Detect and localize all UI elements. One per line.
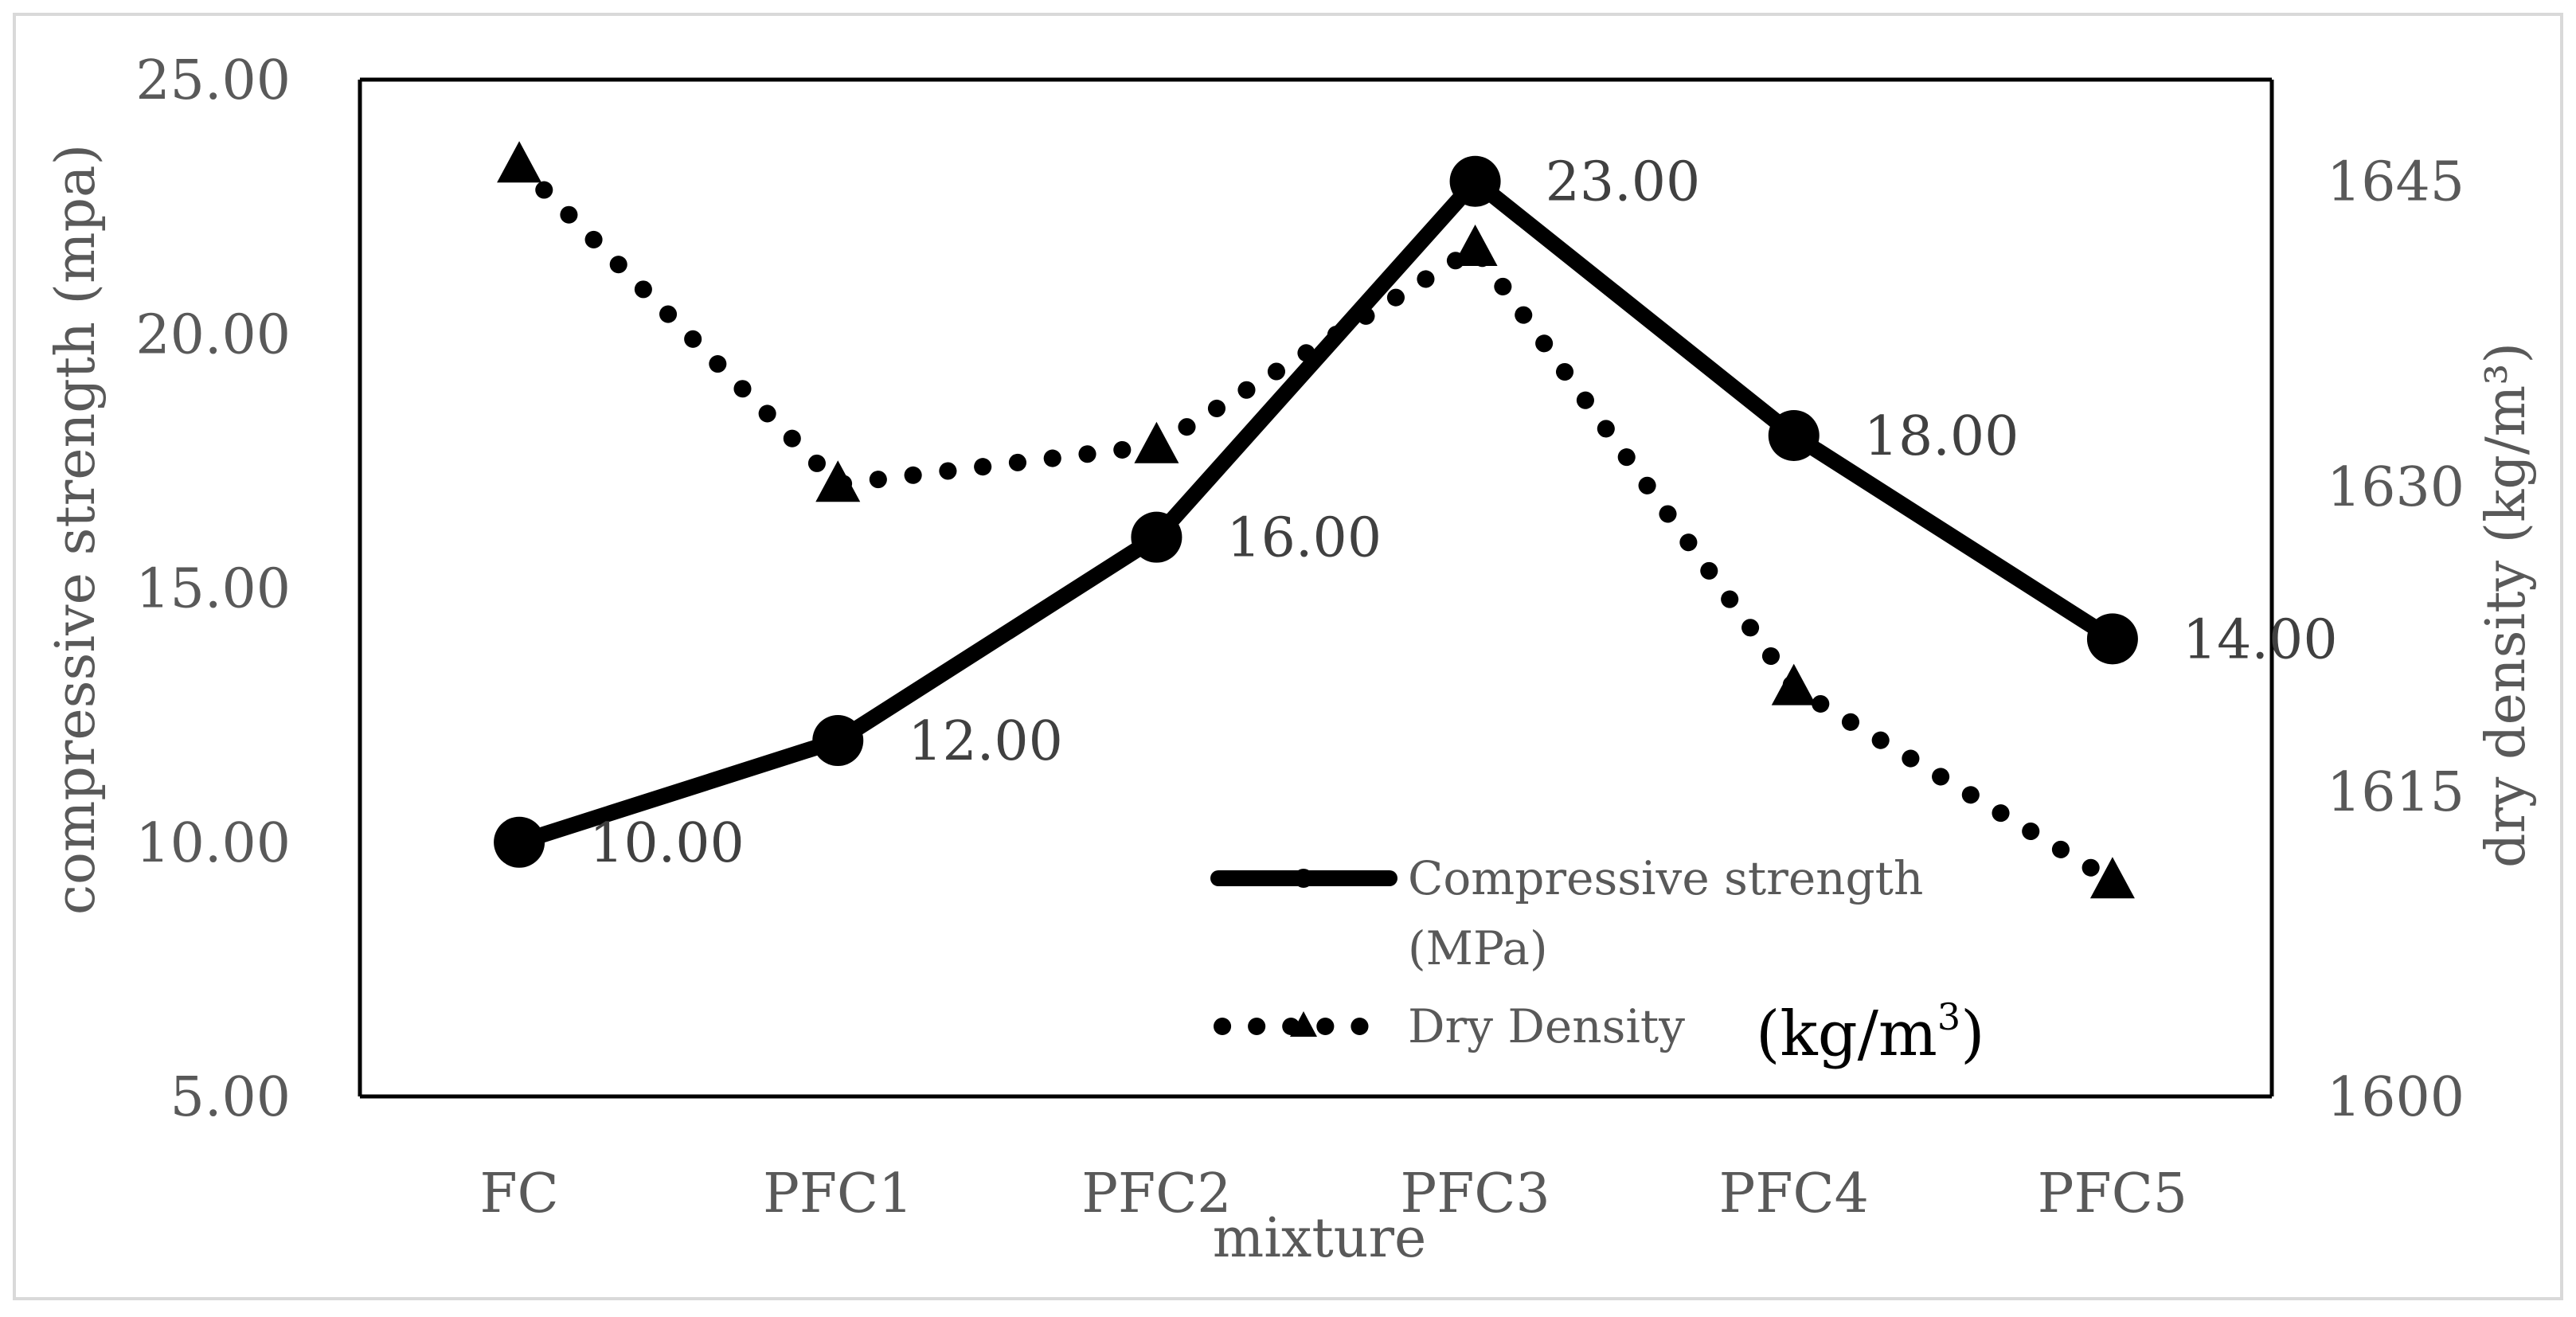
data-label-pfc2: 16.00 — [1226, 507, 1382, 570]
right-tick-label: 1645 — [2327, 151, 2465, 214]
left-tick-label: 20.00 — [135, 303, 291, 366]
dry-density-line — [510, 156, 2121, 890]
compressive-strength-point-pfc4 — [1768, 409, 1820, 461]
x-tick-label: PFC4 — [1719, 1163, 1869, 1225]
x-tick-label: PFC2 — [1081, 1163, 1231, 1225]
data-labels: 10.00 12.00 16.00 23.00 18.00 14.00 — [589, 151, 2338, 875]
x-tick-label: PFC1 — [763, 1163, 913, 1225]
density-unit-suffix: ) — [1960, 998, 1984, 1070]
compressive-strength-point-pfc1 — [812, 715, 864, 767]
legend-circle-marker — [1294, 869, 1313, 888]
chart-outer-frame — [13, 13, 2563, 1300]
left-tick-label: 25.00 — [135, 49, 291, 112]
legend-triangle-marker — [1290, 1011, 1317, 1037]
data-label-fc: 10.00 — [589, 812, 745, 875]
compressive-strength-point-fc — [494, 816, 545, 868]
compressive-strength-point-pfc5 — [2086, 613, 2138, 665]
left-axis-ticks: 5.00 10.00 15.00 20.00 25.00 — [135, 49, 291, 1129]
data-label-pfc5: 14.00 — [2183, 608, 2338, 671]
legend-label-compressive-strength-unit: (MPa) — [1408, 921, 1548, 975]
x-tick-label: PFC3 — [1400, 1163, 1550, 1225]
density-unit-note: (kg/m3) — [1756, 995, 1985, 1070]
left-tick-label: 10.00 — [135, 812, 291, 875]
y2-axis-title: dry density (kg/m³) — [2475, 342, 2538, 868]
legend-item-compressive-strength: Compressive strength (MPa) — [1210, 851, 1923, 975]
dry-density-point-pfc1 — [815, 460, 861, 502]
x-tick-label: PFC5 — [2038, 1163, 2187, 1225]
left-tick-label: 15.00 — [135, 558, 291, 621]
legend-item-dry-density: Dry Density — [1214, 999, 1685, 1053]
right-axis-ticks: 1600 1615 1630 1645 — [2327, 151, 2465, 1129]
dry-density-point-pfc5 — [2089, 857, 2135, 899]
data-label-pfc3: 23.00 — [1546, 151, 1701, 214]
dry-density-point-pfc3 — [1452, 224, 1498, 266]
series-dry-density — [497, 141, 2135, 899]
left-tick-label: 5.00 — [170, 1066, 291, 1129]
legend-label-dry-density: Dry Density — [1408, 999, 1685, 1053]
right-tick-label: 1630 — [2327, 456, 2465, 519]
dry-density-point-fc — [497, 141, 542, 183]
x-axis-ticks: FC PFC1 PFC2 PFC3 PFC4 PFC5 — [479, 1163, 2187, 1225]
dry-density-point-pfc2 — [1134, 421, 1179, 463]
compressive-strength-point-pfc2 — [1131, 511, 1182, 563]
series-compressive-strength — [494, 155, 2138, 868]
density-unit-superscript: 3 — [1937, 995, 1960, 1038]
right-tick-label: 1615 — [2327, 761, 2465, 824]
x-axis-title: mixture — [1213, 1207, 1426, 1270]
x-tick-label: FC — [479, 1163, 558, 1225]
compressive-strength-line — [511, 173, 2121, 850]
y-axis-title: compressive strength (mpa) — [45, 144, 107, 915]
legend-label-compressive-strength: Compressive strength — [1408, 851, 1923, 905]
legend: Compressive strength (MPa) Dry Density (… — [1210, 851, 1985, 1070]
data-label-pfc4: 18.00 — [1864, 405, 2019, 468]
density-unit-prefix: (kg/m — [1756, 998, 1937, 1070]
dry-density-point-pfc4 — [1771, 663, 1816, 705]
right-tick-label: 1600 — [2327, 1066, 2465, 1129]
data-label-pfc1: 12.00 — [908, 710, 1063, 773]
plot-area — [358, 77, 2274, 1099]
compressive-strength-point-pfc3 — [1449, 155, 1501, 207]
